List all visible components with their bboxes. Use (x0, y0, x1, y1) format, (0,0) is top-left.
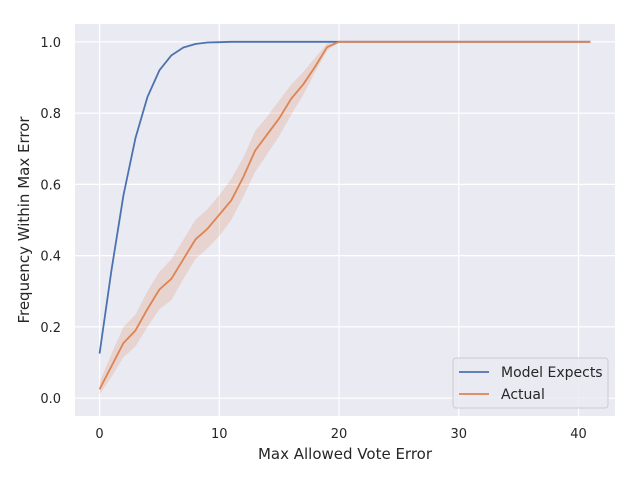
confidence-bands (99, 41, 591, 395)
y-tick-label: 0.0 (40, 392, 61, 407)
series-lines (98, 40, 591, 390)
y-tick-label: 1.0 (40, 36, 61, 51)
y-tick-label: 0.8 (40, 107, 61, 122)
y-tick-label: 0.2 (40, 321, 61, 336)
x-tick-label: 40 (570, 427, 587, 442)
legend: Model Expects Actual (452, 357, 609, 409)
x-axis-ticks: 0 10 20 30 40 (95, 427, 586, 442)
y-tick-label: 0.6 (40, 178, 61, 193)
x-axis-label: Max Allowed Vote Error (258, 445, 433, 463)
confidence-band-1 (99, 41, 591, 395)
x-tick-label: 20 (331, 427, 348, 442)
x-tick-label: 10 (211, 427, 228, 442)
series-line-1 (98, 40, 591, 390)
x-tick-label: 0 (95, 427, 103, 442)
legend-label-1: Actual (501, 387, 545, 403)
plot-background (75, 24, 615, 416)
x-tick-label: 30 (450, 427, 467, 442)
y-axis-ticks: 0.0 0.2 0.4 0.6 0.8 1.0 (40, 36, 61, 407)
grid-lines (75, 24, 615, 416)
y-tick-label: 0.4 (40, 250, 61, 265)
legend-box (452, 357, 609, 409)
legend-label-0: Model Expects (501, 365, 603, 381)
y-axis-label: Frequency Within Max Error (15, 116, 33, 324)
